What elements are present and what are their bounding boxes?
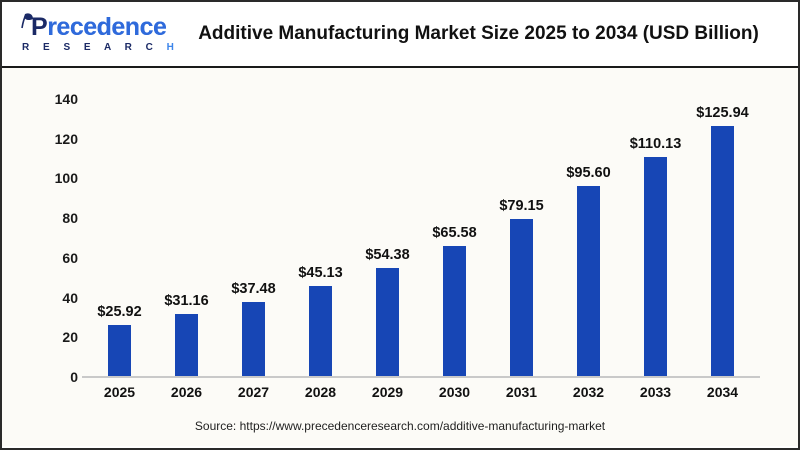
chart-title: Additive Manufacturing Market Size 2025 … bbox=[198, 23, 759, 44]
x-tick-label: 2033 bbox=[639, 384, 672, 400]
x-axis-line bbox=[82, 376, 760, 378]
logo-letter-p: P bbox=[31, 13, 48, 41]
bar-value-label: $79.15 bbox=[499, 197, 544, 214]
y-axis: 0 20 40 60 80 100 120 140 bbox=[30, 68, 78, 446]
bar bbox=[108, 324, 131, 376]
bar-value-label: $95.60 bbox=[566, 165, 611, 182]
bar bbox=[510, 218, 533, 376]
x-tick-label: 2025 bbox=[103, 384, 136, 400]
x-tick-label: 2032 bbox=[572, 384, 605, 400]
title-wrap: Additive Manufacturing Market Size 2025 … bbox=[187, 23, 798, 45]
bar-group: $79.15 bbox=[488, 198, 555, 376]
logo-subtext: R E S E A R C H bbox=[22, 42, 174, 53]
bar-group: $37.48 bbox=[220, 281, 287, 376]
bar-group: $54.38 bbox=[354, 247, 421, 376]
bar-group: $110.13 bbox=[622, 136, 689, 376]
x-axis-labels: 2025 2026 2027 2028 2029 2030 2031 2032 2033 2034 bbox=[86, 384, 756, 400]
bar-value-label: $45.13 bbox=[298, 265, 343, 282]
bar-value-label: $65.58 bbox=[432, 224, 477, 241]
bar-chart: 0 20 40 60 80 100 120 140 $25.92 $31.16 $37.48 $45… bbox=[2, 68, 798, 446]
y-tick-label: 40 bbox=[62, 289, 78, 306]
y-tick-label: 100 bbox=[54, 170, 78, 187]
bar-value-label: $125.94 bbox=[696, 104, 749, 121]
y-tick-label: 0 bbox=[70, 369, 78, 385]
y-tick-label: 140 bbox=[54, 91, 78, 107]
bar bbox=[309, 286, 332, 376]
x-tick-label: 2031 bbox=[505, 384, 538, 400]
y-tick-label: 80 bbox=[62, 210, 78, 227]
y-tick-label: 20 bbox=[62, 329, 78, 346]
bar bbox=[175, 314, 198, 376]
bar-group: $65.58 bbox=[421, 225, 488, 376]
bar-group: $31.16 bbox=[153, 293, 220, 376]
bar-group: $25.92 bbox=[86, 304, 153, 376]
logo-text: recedence bbox=[47, 13, 167, 41]
x-tick-label: 2026 bbox=[170, 384, 203, 400]
bar-value-label: $31.16 bbox=[164, 293, 209, 310]
x-tick-label: 2034 bbox=[706, 384, 739, 400]
bar-value-label: $25.92 bbox=[97, 303, 142, 320]
bar bbox=[644, 157, 667, 376]
y-tick-label: 60 bbox=[62, 249, 78, 266]
bar-group: $125.94 bbox=[689, 105, 756, 376]
source-text: Source: https://www.precedenceresearch.c… bbox=[194, 419, 606, 433]
bar-group: $95.60 bbox=[555, 165, 622, 376]
bar bbox=[711, 125, 734, 376]
bar bbox=[443, 245, 466, 376]
x-tick-label: 2029 bbox=[371, 384, 404, 400]
x-tick-label: 2028 bbox=[304, 384, 337, 400]
bars-container: $25.92 $31.16 $37.48 $45.13 $54.38 $65.58 $79.… bbox=[86, 68, 756, 376]
bar bbox=[376, 268, 399, 376]
x-tick-label: 2030 bbox=[438, 384, 471, 400]
leaf-icon bbox=[21, 13, 33, 29]
bar-value-label: $110.13 bbox=[629, 136, 682, 153]
x-tick-label: 2027 bbox=[237, 384, 270, 400]
bar bbox=[242, 301, 265, 376]
bar-value-label: $37.48 bbox=[231, 280, 276, 297]
bar bbox=[577, 186, 600, 376]
bar-value-label: $54.38 bbox=[365, 247, 410, 264]
y-tick-label: 120 bbox=[54, 130, 78, 147]
bar-group: $45.13 bbox=[287, 265, 354, 376]
